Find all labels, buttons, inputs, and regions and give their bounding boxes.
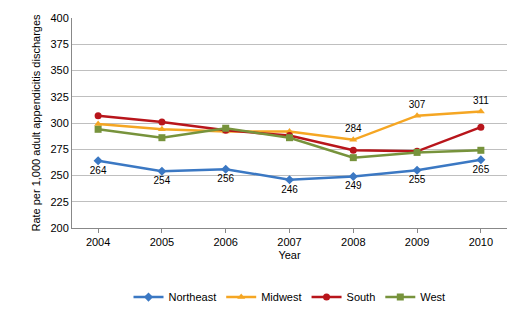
svg-text:Midwest: Midwest <box>261 291 301 303</box>
svg-text:325: 325 <box>50 91 68 103</box>
svg-text:2004: 2004 <box>86 236 110 248</box>
svg-text:2010: 2010 <box>469 236 493 248</box>
svg-text:200: 200 <box>50 222 68 234</box>
svg-text:400: 400 <box>50 12 68 24</box>
svg-text:265: 265 <box>473 164 490 175</box>
svg-text:254: 254 <box>154 175 171 186</box>
svg-text:255: 255 <box>409 174 426 185</box>
svg-text:2009: 2009 <box>405 236 429 248</box>
svg-text:284: 284 <box>345 123 362 134</box>
svg-text:307: 307 <box>409 99 426 110</box>
svg-text:West: West <box>420 291 445 303</box>
svg-text:256: 256 <box>217 173 234 184</box>
svg-text:2007: 2007 <box>277 236 301 248</box>
svg-text:225: 225 <box>50 196 68 208</box>
svg-text:264: 264 <box>90 165 107 176</box>
svg-text:311: 311 <box>473 95 489 106</box>
svg-text:Year: Year <box>278 249 301 261</box>
svg-text:249: 249 <box>345 180 362 191</box>
svg-text:300: 300 <box>50 117 68 129</box>
svg-text:Northeast: Northeast <box>169 291 217 303</box>
svg-text:Rate per 1,000 adult appendici: Rate per 1,000 adult appendicitis discha… <box>30 14 42 232</box>
svg-text:2008: 2008 <box>341 236 365 248</box>
svg-text:250: 250 <box>50 169 68 181</box>
svg-text:350: 350 <box>50 64 68 76</box>
svg-text:2005: 2005 <box>150 236 174 248</box>
svg-text:375: 375 <box>50 38 68 50</box>
svg-text:275: 275 <box>50 143 68 155</box>
svg-text:South: South <box>347 291 376 303</box>
svg-text:246: 246 <box>281 184 298 195</box>
svg-text:2006: 2006 <box>213 236 237 248</box>
